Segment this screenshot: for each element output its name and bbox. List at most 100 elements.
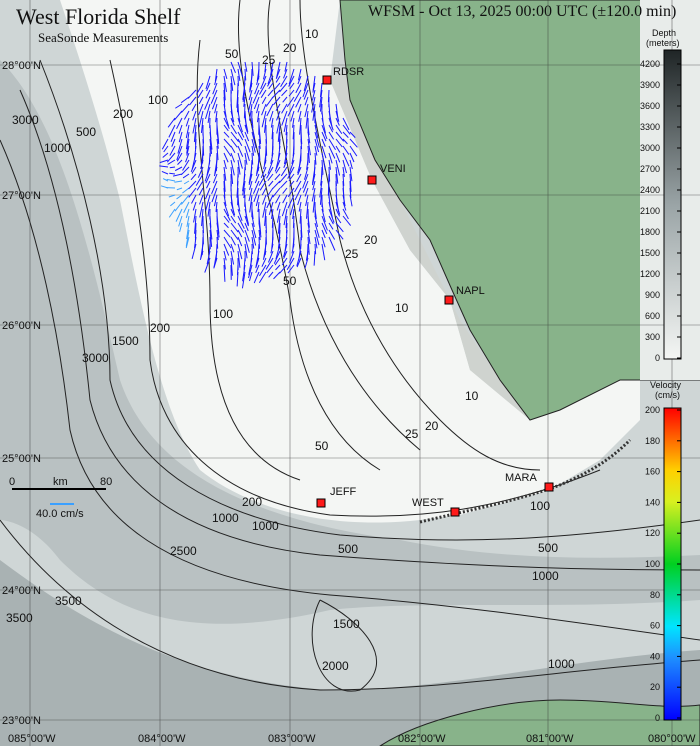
station-napl[interactable]: NAPL [444,285,485,305]
current-vector [342,159,347,174]
current-vector [277,236,281,249]
current-vector [319,96,323,112]
current-vector [237,131,244,141]
current-vector [223,243,230,256]
svg-text:25°00'N: 25°00'N [2,453,41,465]
current-vector [230,145,236,154]
current-vector [205,89,211,99]
current-vector [302,82,309,98]
current-vector [170,131,176,142]
contour-label: 500 [338,542,358,556]
current-vector [223,110,230,127]
current-vector [321,236,326,248]
depth-tick: 300 [645,332,660,342]
current-vector [305,201,309,219]
current-vector [204,166,211,182]
current-vector [265,96,274,107]
current-vector [299,117,302,135]
svg-text:24°00'N: 24°00'N [2,585,41,597]
current-vector [242,264,246,282]
contour-label: 50 [315,439,329,453]
current-vector [261,110,267,128]
current-vector [176,152,183,162]
station-west[interactable]: WEST [412,497,460,517]
current-vector [295,82,302,94]
current-vector [328,152,333,164]
current-vector [249,75,253,91]
current-vector [185,117,190,127]
lat-labels: 28°00'N 27°00'N 26°00'N 25°00'N 24°00'N 23°… [2,60,41,727]
current-vector [251,124,256,139]
current-vector [241,271,246,289]
current-vector [328,215,334,225]
current-vector [237,215,245,229]
current-vector [183,110,190,120]
current-vector [297,103,302,113]
current-vector [284,61,288,72]
current-vector [169,172,176,175]
current-vector [275,152,281,170]
current-vector [185,229,190,247]
current-vector [237,250,241,268]
velocity-tick: 0 [655,713,660,723]
current-vector [288,159,295,175]
current-vector [328,117,334,131]
current-vector [195,173,204,186]
depth-tick: 0 [655,353,660,363]
current-vector [342,124,351,135]
station-rdsr[interactable]: RDSR [322,66,364,85]
current-vector [166,152,176,163]
current-vector [255,166,260,177]
current-vector [223,117,230,129]
current-vector [223,152,229,163]
current-vector [190,159,197,172]
current-vector [223,124,229,132]
current-vector [304,96,309,106]
current-vector [198,187,204,196]
current-vector [304,257,309,269]
contour-label: 1000 [532,569,559,583]
current-vector [282,96,288,103]
current-vector [321,138,326,147]
current-vector [253,187,260,203]
current-vector [255,264,260,273]
current-vector [223,82,226,101]
current-vector [181,103,190,113]
contour-label: 200 [150,321,170,335]
current-vector [349,138,358,148]
current-vector [187,89,197,99]
current-vector [255,194,260,207]
current-vector [237,208,243,221]
current-vector [199,194,204,205]
current-vector [186,145,190,156]
station-veni[interactable]: VENI [367,163,406,185]
current-vector [254,173,260,184]
station-mara[interactable]: MARA [505,472,554,492]
current-vector [230,110,235,123]
current-vector [216,222,220,238]
current-vector [175,103,183,109]
current-vector [281,103,288,114]
contour-label: 20 [283,41,297,55]
current-vector [191,103,197,112]
current-vector [328,229,336,240]
current-vector [197,89,204,99]
current-vector [251,152,254,165]
current-vector [180,166,190,176]
current-vector [223,236,232,249]
current-vector [276,110,281,121]
current-vector [205,173,211,184]
current-vector [320,173,323,186]
current-vector [294,180,302,193]
current-vector [251,145,255,156]
florida-keys [419,438,632,524]
station-jeff[interactable]: JEFF [316,486,357,508]
svg-text:082°00'W: 082°00'W [398,733,446,745]
current-vector [159,159,169,164]
current-vector [230,201,236,216]
current-vector [236,89,239,108]
current-vector [328,145,336,159]
current-vector [159,165,169,168]
svg-text:081°00'W: 081°00'W [526,733,574,745]
